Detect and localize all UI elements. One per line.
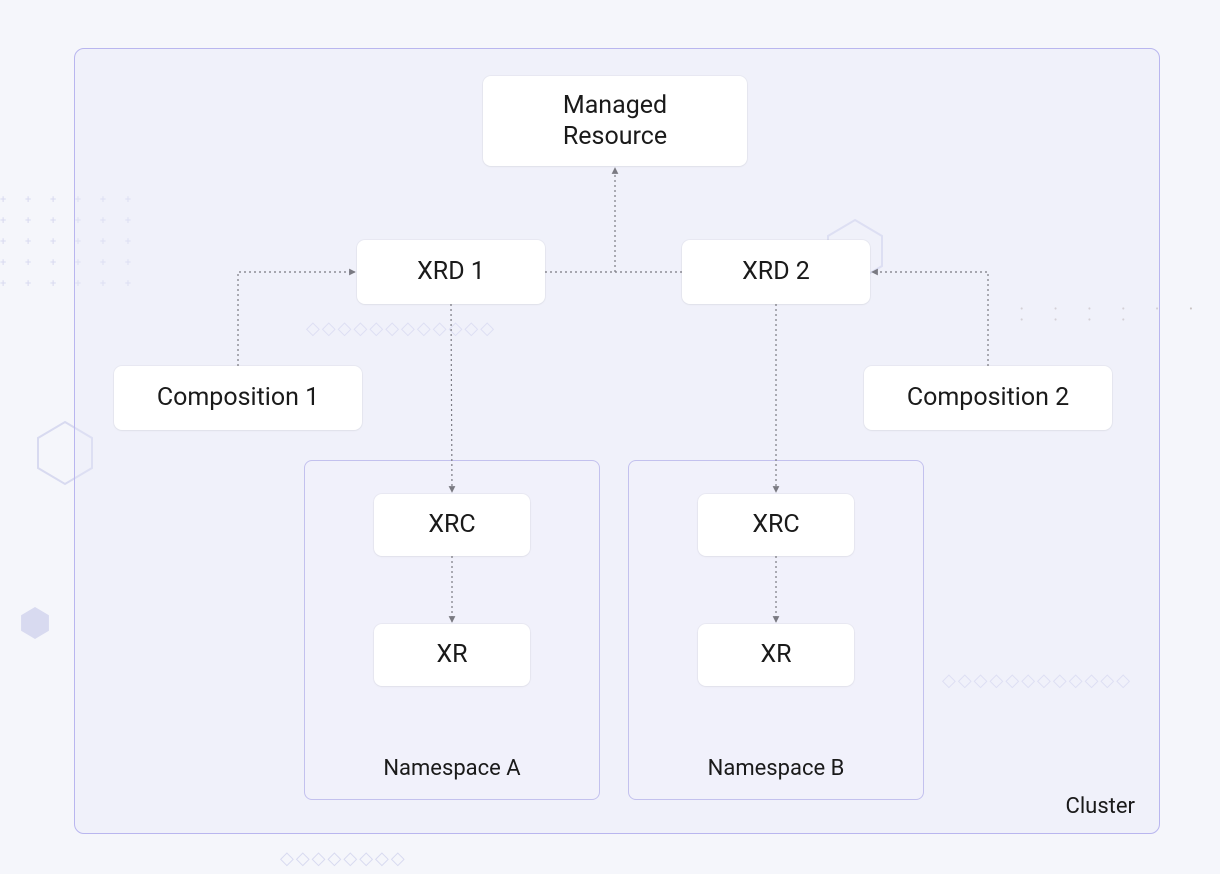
node-label: XRC	[428, 509, 475, 540]
node-xrd2: XRD 2	[682, 240, 870, 304]
node-xr-a: XR	[374, 624, 530, 686]
node-xrd1: XRD 1	[357, 240, 545, 304]
node-xrc-b: XRC	[698, 494, 854, 556]
node-label: Composition 1	[157, 382, 319, 413]
decor-hexagon-3	[20, 606, 50, 644]
cluster-label: Cluster	[1066, 794, 1135, 819]
node-xr-b: XR	[698, 624, 854, 686]
node-label: Composition 2	[907, 382, 1069, 413]
node-label: XRD 2	[742, 256, 810, 287]
node-comp1: Composition 1	[114, 366, 362, 430]
namespace-a-label: Namespace A	[305, 756, 599, 781]
node-managed-resource: ManagedResource	[483, 76, 747, 166]
node-xrc-a: XRC	[374, 494, 530, 556]
decor-diamonds-3: ◇◇◇◇◇◇◇◇	[280, 848, 407, 869]
node-label: XR	[760, 639, 791, 670]
node-comp2: Composition 2	[864, 366, 1112, 430]
namespace-b-label: Namespace B	[629, 756, 923, 781]
node-label: XRC	[752, 509, 799, 540]
node-label: XRD 1	[417, 256, 485, 287]
node-label: XR	[436, 639, 467, 670]
node-label: ManagedResource	[563, 90, 667, 153]
